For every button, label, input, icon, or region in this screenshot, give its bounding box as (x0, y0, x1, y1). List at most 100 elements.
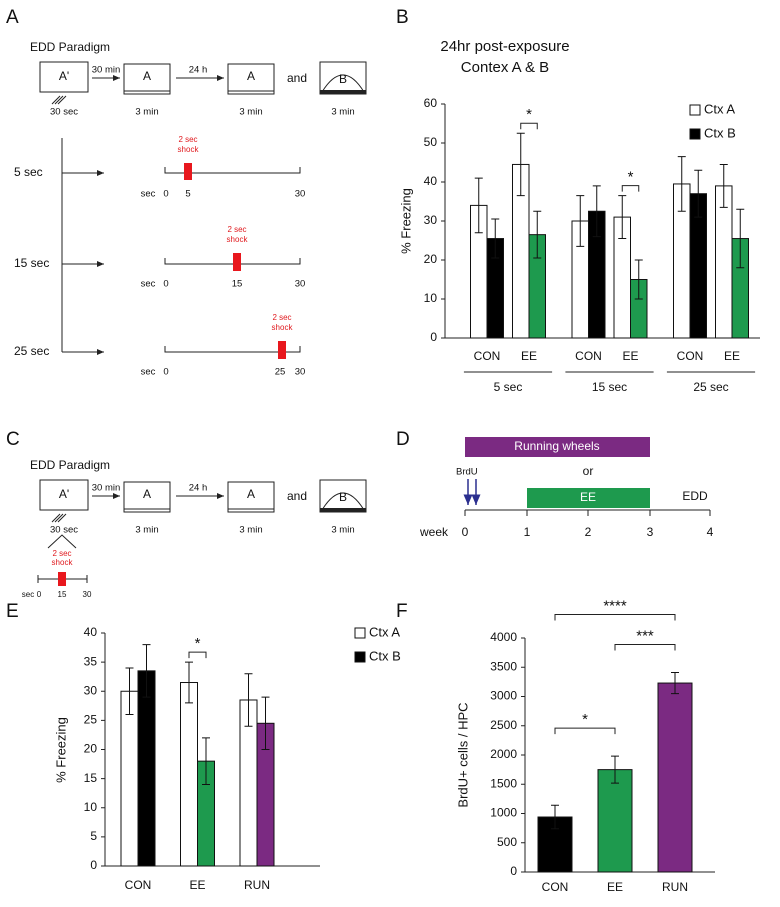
y-tick-label: 40 (84, 625, 98, 639)
significance-bracket (554, 614, 676, 621)
box-label: B (339, 490, 347, 504)
box-time: 3 min (135, 107, 158, 118)
y-tick-label: 2500 (490, 718, 517, 732)
x-tick-label: CON (542, 880, 569, 894)
box-label: A (247, 487, 255, 501)
row-label: 25 sec (14, 344, 49, 358)
significance-label: **** (603, 597, 627, 614)
legend-label: Ctx B (704, 125, 736, 140)
week-label: week (419, 525, 449, 539)
error-bar (694, 169, 703, 218)
y-axis-label: % Freezing (398, 188, 413, 254)
legend-swatch (354, 651, 366, 663)
error-bar (244, 673, 253, 727)
timeline (164, 167, 301, 174)
arrow-label: 24 h (189, 65, 208, 76)
box (123, 481, 171, 513)
ee-label: EE (580, 490, 596, 504)
y-tick-label: 3500 (490, 659, 517, 673)
legend-label: Ctx A (704, 101, 735, 116)
shock-label: 2 sec (272, 313, 291, 322)
arrow-label: 30 min (92, 65, 121, 76)
bar (597, 769, 633, 873)
x-tick-label: CON (575, 349, 602, 363)
box-label: A' (59, 69, 69, 83)
arrow-label: 30 min (92, 483, 121, 494)
row-label: 15 sec (14, 256, 49, 270)
error-bar (491, 218, 500, 259)
significance-label: *** (636, 627, 654, 644)
error-bar (671, 672, 679, 695)
arrow-label: 24 h (189, 483, 208, 494)
box-time: 3 min (331, 107, 354, 118)
y-tick-label: 30 (424, 213, 438, 227)
icon (51, 513, 67, 523)
y-tick-label: 50 (424, 135, 438, 149)
error-bar (592, 185, 601, 238)
y-tick-label: 2000 (490, 747, 517, 761)
shock-label: 2 sec (227, 225, 246, 234)
brdu-label: BrdU (456, 467, 478, 478)
error-bar (125, 667, 134, 716)
timeline-label: 0 (163, 367, 168, 378)
dome (321, 74, 365, 93)
timeline-unit: sec (22, 590, 34, 599)
bar (715, 185, 733, 339)
box (39, 479, 89, 511)
box-time: 30 sec (50, 107, 78, 118)
shock-label: shock (52, 558, 74, 567)
timeline-unit: sec (141, 279, 156, 290)
y-tick-label: 1000 (490, 806, 517, 820)
box-label: A (247, 69, 255, 83)
error-bar (551, 804, 559, 830)
box (319, 479, 367, 513)
shock-label: shock (272, 323, 294, 332)
week-axis (464, 509, 711, 516)
shock (58, 572, 66, 586)
y-tick-label: 10 (424, 291, 438, 305)
box-label: A' (59, 487, 69, 501)
panel-letter: A (6, 7, 19, 28)
box-label: B (339, 72, 347, 86)
icon (51, 95, 67, 105)
timeline-label: 30 (83, 590, 92, 599)
paradigm-title: EDD Paradigm (30, 458, 110, 472)
or-label: or (583, 464, 594, 478)
x-tick-label: CON (677, 349, 704, 363)
shock-label: shock (178, 145, 200, 154)
week-tick: 1 (524, 525, 531, 539)
group-label: 25 sec (693, 380, 728, 394)
edd-label: EDD (682, 489, 708, 503)
timeline-label: 15 (232, 279, 243, 290)
error-bar (576, 195, 585, 247)
floor (320, 508, 366, 512)
x-tick-label: CON (474, 349, 501, 363)
shock (233, 253, 241, 271)
and-label: and (287, 71, 307, 85)
y-tick-label: 40 (424, 174, 438, 188)
timeline (164, 346, 301, 353)
error-bar (185, 661, 193, 704)
y-tick-label: 25 (84, 713, 98, 727)
x-tick-label: EE (607, 880, 623, 894)
shock (278, 341, 286, 359)
timeline-unit: sec (141, 189, 156, 200)
significance-label: * (582, 711, 588, 728)
shock-label: 2 sec (52, 549, 71, 558)
group-label: 15 sec (592, 380, 627, 394)
paradigm-c: EDD Paradigm A' 30 sec 30 min A 3 min 24… (22, 458, 367, 599)
box-time: 3 min (135, 525, 158, 536)
y-axis-label: % Freezing (53, 717, 68, 783)
y-tick-label: 20 (424, 252, 438, 266)
y-tick-label: 0 (510, 864, 517, 878)
shock-label: 2 sec (178, 135, 197, 144)
significance-bracket (554, 727, 616, 735)
box (39, 61, 89, 93)
y-tick-label: 1500 (490, 776, 517, 790)
box-time: 3 min (331, 525, 354, 536)
bar (180, 682, 198, 867)
y-tick-label: 5 (90, 829, 97, 843)
legend-label: Ctx A (369, 624, 400, 639)
error-bar (611, 755, 619, 784)
